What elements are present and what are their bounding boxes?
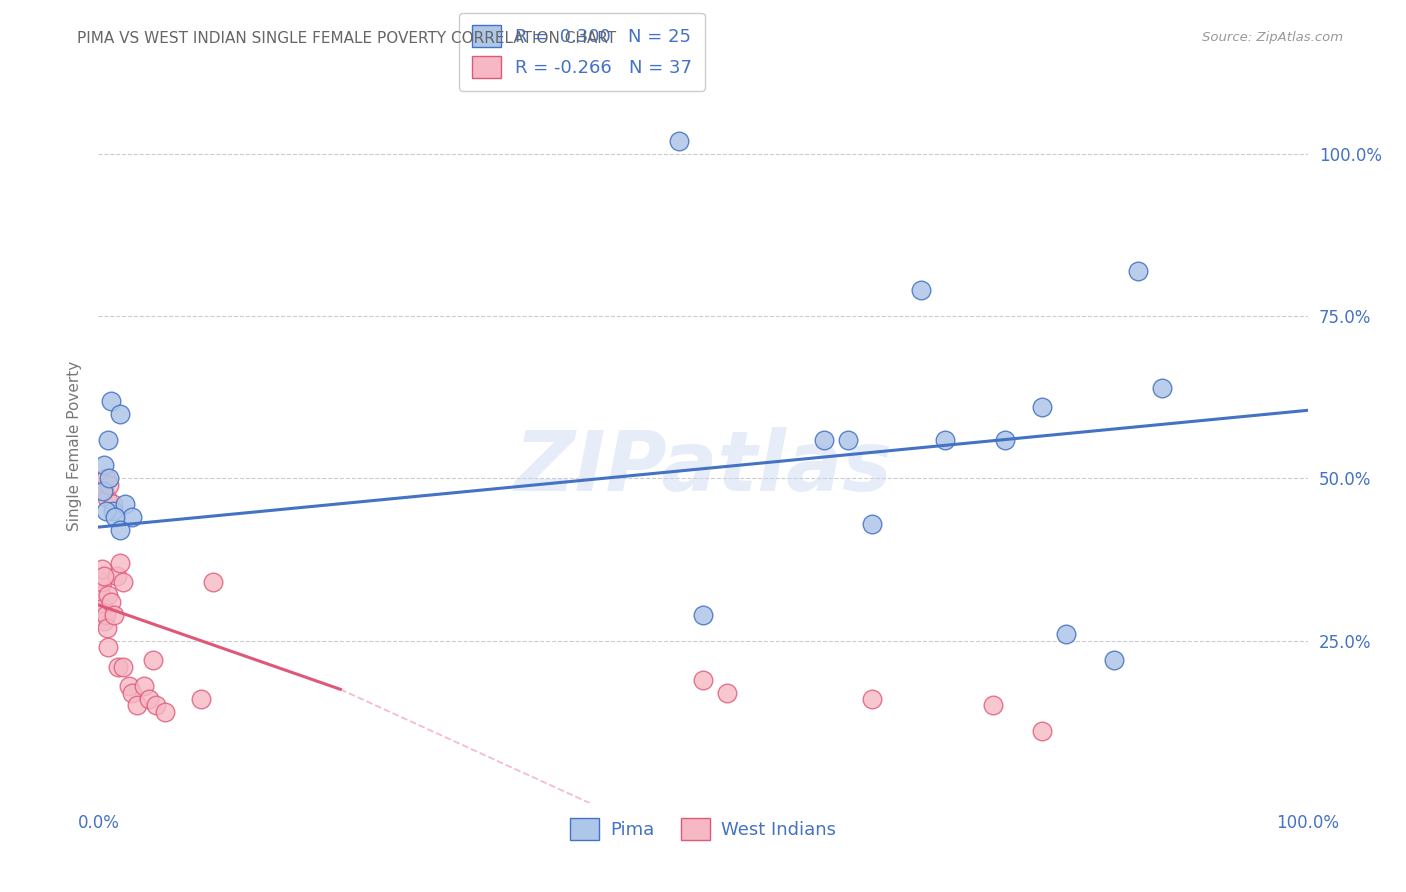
Point (860, 692, 883, 706)
Point (98, 478, 121, 492)
Point (108, 407, 131, 421)
Point (94, 607, 117, 622)
Point (114, 497, 136, 511)
Point (1031, 400, 1053, 414)
Point (692, 607, 714, 622)
Point (96, 621, 118, 635)
Point (1102, 653, 1125, 667)
Point (93, 568, 115, 582)
Point (111, 659, 134, 673)
Point (994, 433, 1017, 447)
Point (716, 685, 738, 699)
Point (104, 510, 127, 524)
Point (813, 433, 835, 447)
Point (127, 698, 149, 713)
Point (142, 653, 165, 667)
Point (100, 393, 122, 408)
Point (1054, 627, 1077, 641)
Point (1152, 381, 1174, 395)
Point (121, 510, 143, 524)
Point (134, 679, 156, 693)
Point (93, 458, 115, 473)
Point (668, 134, 690, 148)
Point (145, 698, 167, 713)
Point (101, 497, 124, 511)
Point (692, 673, 714, 687)
Point (91, 601, 114, 615)
Point (138, 692, 160, 706)
Point (837, 433, 859, 447)
Text: ZIPatlas: ZIPatlas (515, 427, 891, 508)
Point (97, 640, 120, 654)
Point (97, 588, 120, 602)
Legend: Pima, West Indians: Pima, West Indians (562, 811, 844, 847)
Point (153, 705, 176, 719)
Point (202, 575, 225, 590)
Point (97, 433, 120, 447)
Point (93, 484, 115, 499)
Point (108, 524, 131, 538)
Point (90, 588, 112, 602)
Point (934, 433, 956, 447)
Point (1031, 724, 1053, 739)
Point (121, 685, 143, 699)
Point (910, 283, 932, 297)
Point (118, 679, 141, 693)
Y-axis label: Single Female Poverty: Single Female Poverty (67, 361, 83, 531)
Point (94, 504, 117, 518)
Text: PIMA VS WEST INDIAN SINGLE FEMALE POVERTY CORRELATION CHART: PIMA VS WEST INDIAN SINGLE FEMALE POVERT… (77, 31, 616, 46)
Point (91, 484, 114, 499)
Point (93, 614, 115, 628)
Point (981, 698, 1004, 713)
Point (108, 556, 131, 570)
Point (96, 491, 118, 505)
Point (91, 575, 114, 590)
Point (91, 562, 114, 576)
Point (190, 692, 212, 706)
Point (94, 471, 117, 485)
Point (860, 516, 883, 531)
Text: Source: ZipAtlas.com: Source: ZipAtlas.com (1202, 31, 1343, 45)
Point (98, 471, 121, 485)
Point (111, 575, 134, 590)
Point (105, 568, 128, 582)
Point (101, 504, 124, 518)
Point (107, 659, 129, 673)
Point (100, 595, 122, 609)
Point (1128, 264, 1150, 278)
Point (103, 607, 125, 622)
